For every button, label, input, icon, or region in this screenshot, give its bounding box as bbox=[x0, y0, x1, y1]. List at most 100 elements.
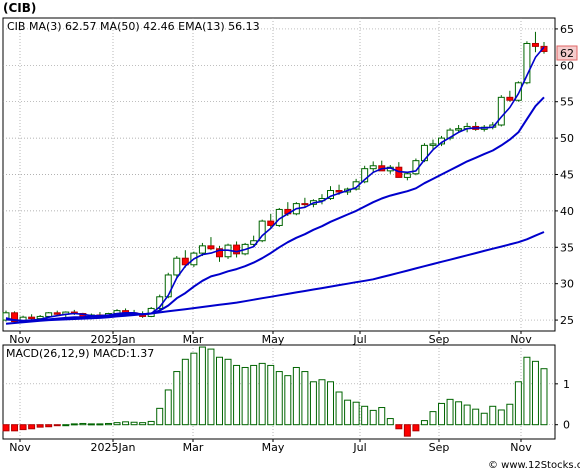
price-candles bbox=[2, 31, 548, 324]
macd-bar-pos bbox=[309, 381, 317, 426]
macd-bar-pos bbox=[523, 356, 531, 426]
macd-x-tick-label: Sep bbox=[429, 441, 450, 454]
macd-bar-pos bbox=[181, 358, 189, 426]
price-y-tick-label: 45 bbox=[560, 169, 574, 182]
candle-up bbox=[429, 139, 437, 150]
candle-body bbox=[540, 45, 548, 52]
candle-down bbox=[216, 245, 223, 262]
price-y-tick-label: 35 bbox=[560, 241, 574, 254]
macd-bar-pos bbox=[480, 412, 488, 426]
price-x-tick-label: Nov bbox=[9, 333, 31, 346]
candle-body bbox=[369, 165, 377, 170]
macd-bar-pos bbox=[224, 358, 232, 426]
macd-legend-text: MACD(26,12,9) MACD:1.37 bbox=[6, 347, 154, 360]
macd-legend: MACD(26,12,9) MACD:1.37 bbox=[6, 347, 154, 360]
candle-body bbox=[164, 274, 172, 298]
macd-bar-pos bbox=[147, 420, 155, 426]
macd-bar-pos bbox=[241, 366, 249, 426]
macd-bar-pos bbox=[506, 403, 514, 426]
price-legend: CIB MA(3) 62.57 MA(50) 42.46 EMA(13) 56.… bbox=[7, 20, 260, 33]
last-price-label: 62 bbox=[560, 47, 574, 60]
macd-bar-pos bbox=[275, 371, 283, 426]
macd-y-tick-label: 1 bbox=[563, 378, 570, 391]
macd-bar-pos bbox=[514, 381, 522, 426]
macd-bar-pos bbox=[79, 422, 87, 426]
macd-bar-pos bbox=[122, 421, 130, 426]
macd-x-tick-label: May bbox=[262, 441, 285, 454]
price-x-tick-label: Sep bbox=[429, 333, 450, 346]
candle-body bbox=[28, 316, 36, 320]
macd-bar-pos bbox=[139, 422, 147, 426]
macd-bar-pos bbox=[216, 356, 223, 426]
candle-body bbox=[361, 168, 369, 183]
macd-bar-neg bbox=[53, 424, 61, 427]
macd-bar-neg bbox=[412, 424, 420, 432]
candle-body bbox=[514, 82, 522, 101]
macd-bar-pos bbox=[292, 366, 300, 426]
macd-y-tick-label: 0 bbox=[563, 419, 570, 432]
candle-body bbox=[181, 257, 189, 266]
candle-body bbox=[531, 42, 539, 47]
macd-bar-pos bbox=[190, 352, 198, 426]
candle-up bbox=[173, 256, 181, 278]
macd-bar-pos bbox=[156, 407, 164, 426]
macd-bar-pos bbox=[164, 389, 172, 426]
macd-bars bbox=[2, 346, 548, 437]
macd-bar-pos bbox=[446, 398, 454, 426]
macd-x-axis: Nov 2025Jan Mar May Jul Sep Nov bbox=[9, 439, 532, 454]
candle-body bbox=[506, 96, 514, 101]
macd-bar-pos bbox=[540, 368, 548, 426]
candle-up bbox=[412, 158, 420, 176]
price-x-tick-label: May bbox=[262, 333, 285, 346]
macd-bar-neg bbox=[28, 424, 36, 430]
macd-bar-neg bbox=[395, 424, 403, 430]
price-grid bbox=[3, 18, 555, 331]
macd-bar-pos bbox=[472, 408, 480, 426]
candle-up bbox=[523, 41, 531, 85]
candle-up bbox=[497, 95, 505, 127]
candle-down bbox=[181, 250, 189, 268]
candle-body bbox=[429, 143, 437, 146]
candle-body bbox=[45, 312, 53, 317]
macd-bar-pos bbox=[284, 375, 292, 426]
macd-bar-pos bbox=[198, 346, 206, 426]
macd-bar-pos bbox=[233, 364, 241, 426]
candle-body bbox=[233, 244, 241, 255]
macd-bar-pos bbox=[301, 371, 309, 426]
macd-bar-pos bbox=[531, 360, 539, 426]
macd-bar-pos bbox=[70, 423, 78, 426]
price-y-tick-label: 50 bbox=[560, 132, 574, 145]
candle-up bbox=[369, 161, 377, 174]
macd-bar-pos bbox=[96, 423, 104, 426]
macd-bar-pos bbox=[258, 362, 266, 426]
macd-bar-pos bbox=[463, 404, 471, 426]
macd-bar-pos bbox=[386, 418, 394, 426]
candle-body bbox=[267, 220, 275, 226]
candle-body bbox=[258, 220, 266, 242]
candle-body bbox=[11, 312, 19, 323]
price-x-tick-label: Mar bbox=[183, 333, 204, 346]
macd-bar-pos bbox=[318, 379, 326, 426]
candle-body bbox=[301, 203, 309, 206]
candle-body bbox=[497, 96, 505, 126]
candle-up bbox=[258, 219, 266, 243]
candle-up bbox=[514, 81, 522, 102]
macd-bar-pos bbox=[361, 405, 369, 426]
candle-down bbox=[267, 213, 275, 229]
macd-bar-pos bbox=[420, 420, 428, 426]
candle-body bbox=[216, 248, 223, 258]
candle-down bbox=[53, 310, 61, 316]
macd-bar-pos bbox=[130, 421, 138, 426]
macd-x-tick-label: Nov bbox=[510, 441, 532, 454]
candle-down bbox=[28, 314, 36, 321]
macd-bar-neg bbox=[36, 424, 44, 428]
macd-bar-pos bbox=[113, 422, 121, 426]
candle-down bbox=[207, 237, 215, 251]
macd-bar-pos bbox=[327, 381, 334, 426]
macd-x-tick-label: Jul bbox=[352, 441, 366, 454]
chart-title: (CIB) bbox=[3, 1, 36, 15]
price-x-tick-label: Jul bbox=[352, 333, 366, 346]
macd-bar-pos bbox=[352, 401, 360, 426]
macd-bar-pos bbox=[104, 422, 112, 426]
